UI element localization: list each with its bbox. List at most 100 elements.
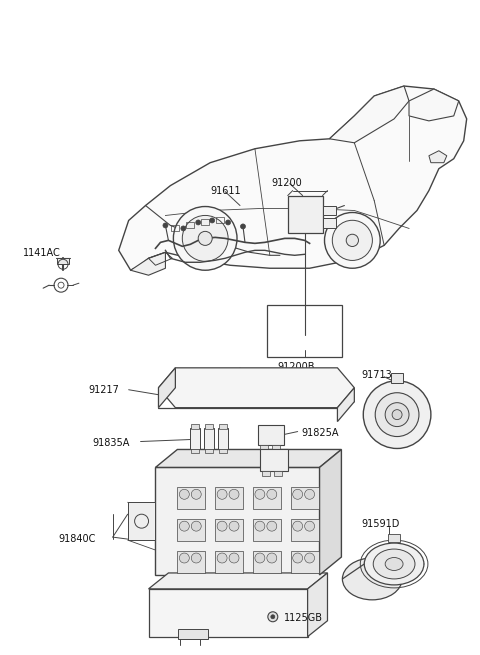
Bar (258, 424, 284, 445)
Bar (192, 424, 199, 428)
Bar (267, 305, 342, 357)
Bar (388, 534, 400, 542)
Bar (253, 551, 281, 573)
Bar (178, 519, 205, 541)
Ellipse shape (385, 557, 403, 571)
Bar (218, 428, 228, 449)
Text: 91217: 91217 (88, 384, 119, 395)
Bar (288, 196, 323, 233)
Bar (179, 629, 208, 639)
Bar (178, 487, 205, 509)
Circle shape (196, 220, 201, 225)
Bar (205, 449, 213, 453)
Text: 91835A: 91835A (93, 438, 130, 447)
Bar (323, 206, 336, 215)
Text: 91611: 91611 (210, 185, 241, 196)
Ellipse shape (373, 549, 415, 579)
Circle shape (255, 553, 265, 563)
Bar (216, 217, 224, 223)
Bar (272, 445, 280, 449)
Ellipse shape (364, 543, 424, 585)
Bar (219, 424, 227, 428)
Text: 91591D: 91591D (361, 519, 400, 529)
Circle shape (163, 223, 168, 228)
Circle shape (293, 521, 302, 531)
Bar (171, 225, 180, 231)
Circle shape (375, 393, 419, 436)
Polygon shape (324, 215, 379, 263)
Ellipse shape (342, 558, 402, 600)
Circle shape (182, 215, 228, 261)
Circle shape (226, 220, 230, 225)
Bar (178, 551, 205, 573)
Circle shape (180, 521, 189, 531)
Bar (391, 373, 403, 383)
Polygon shape (409, 89, 459, 121)
Circle shape (229, 521, 239, 531)
Bar (190, 428, 200, 449)
Circle shape (173, 206, 237, 271)
Circle shape (267, 553, 277, 563)
Bar (215, 551, 243, 573)
Polygon shape (308, 573, 327, 637)
Text: 18980A: 18980A (301, 449, 339, 459)
Circle shape (255, 521, 265, 531)
Text: 91200B: 91200B (278, 362, 315, 372)
Bar (205, 424, 213, 428)
Polygon shape (158, 368, 354, 407)
Bar (192, 449, 199, 453)
Circle shape (305, 489, 314, 499)
Circle shape (240, 224, 245, 229)
Text: 91200: 91200 (272, 178, 302, 187)
Circle shape (293, 489, 302, 499)
Polygon shape (156, 449, 341, 468)
Circle shape (392, 409, 402, 420)
Circle shape (293, 553, 302, 563)
Bar (291, 551, 319, 573)
Polygon shape (131, 252, 166, 275)
Bar (274, 472, 282, 476)
Circle shape (267, 521, 277, 531)
Circle shape (198, 231, 212, 246)
Bar (253, 519, 281, 541)
Circle shape (332, 220, 372, 261)
Text: 91840C: 91840C (58, 534, 96, 544)
Polygon shape (329, 86, 409, 143)
Polygon shape (148, 573, 327, 589)
Bar (262, 472, 270, 476)
Circle shape (385, 403, 409, 426)
Circle shape (255, 489, 265, 499)
Circle shape (229, 489, 239, 499)
Circle shape (324, 212, 380, 269)
Polygon shape (337, 388, 354, 422)
Polygon shape (158, 368, 175, 407)
Text: 1141AC: 1141AC (23, 248, 61, 258)
Bar (323, 219, 336, 229)
Polygon shape (119, 86, 467, 271)
Bar (128, 502, 156, 540)
Bar (215, 519, 243, 541)
Circle shape (305, 521, 314, 531)
Circle shape (181, 226, 186, 231)
Polygon shape (320, 449, 341, 575)
Text: 91713: 91713 (361, 370, 392, 380)
Bar (260, 445, 268, 449)
Circle shape (192, 553, 201, 563)
Bar (291, 519, 319, 541)
Circle shape (180, 553, 189, 563)
Polygon shape (429, 151, 447, 162)
Polygon shape (175, 210, 230, 262)
Circle shape (271, 615, 275, 619)
Bar (253, 487, 281, 509)
Polygon shape (156, 468, 320, 575)
Circle shape (267, 489, 277, 499)
Bar (219, 449, 227, 453)
Bar (260, 449, 288, 472)
Bar (215, 487, 243, 509)
Bar (204, 428, 214, 449)
Circle shape (217, 521, 227, 531)
Circle shape (210, 218, 215, 223)
Bar (186, 223, 194, 229)
Circle shape (180, 489, 189, 499)
Circle shape (346, 234, 359, 246)
